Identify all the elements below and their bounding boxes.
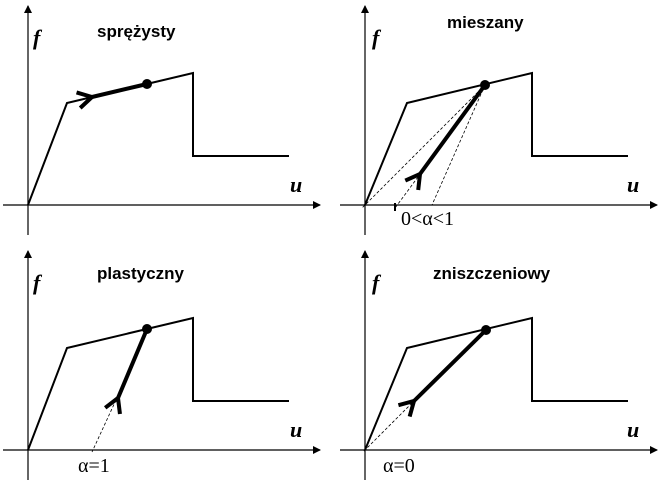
state-point [142,79,152,89]
panel-damage: f u zniszczeniowy α=0 [340,250,658,480]
alpha-label: α=1 [78,455,110,477]
state-point [481,325,491,335]
y-label: f [372,270,382,295]
state-point [480,80,490,90]
force-displacement-curve [27,71,289,206]
force-displacement-curve [27,316,289,451]
unloading-arrow [118,328,149,398]
panel-plastic: f u plastyczny α=1 [3,250,321,480]
force-displacement-curve [364,316,628,451]
plastic-path [91,399,117,453]
panel-elastic: f u sprężysty [3,5,321,235]
panel-title: mieszany [447,13,524,32]
panel-title: plastyczny [97,264,184,283]
x-label: u [290,417,302,442]
y-label: f [33,25,43,50]
x-label: u [627,172,639,197]
plastic-path [431,84,486,206]
unloading-arrow [420,83,487,174]
y-label: f [33,270,43,295]
force-displacement-curve [364,71,628,206]
alpha-label: 0<α<1 [401,208,454,230]
mixed-path [394,176,419,209]
y-label: f [372,25,382,50]
panel-title: zniszczeniowy [433,264,551,283]
panel-mixed: f u mieszany 0<α<1 [340,5,658,235]
alpha-label: α=0 [383,455,415,477]
panel-title: sprężysty [97,22,176,41]
elastic-path [361,84,486,209]
x-label: u [627,417,639,442]
unloading-arrow [414,328,488,401]
state-point [142,324,152,334]
unloading-arrow [92,82,148,97]
x-label: u [290,172,302,197]
damage-path [362,402,413,453]
